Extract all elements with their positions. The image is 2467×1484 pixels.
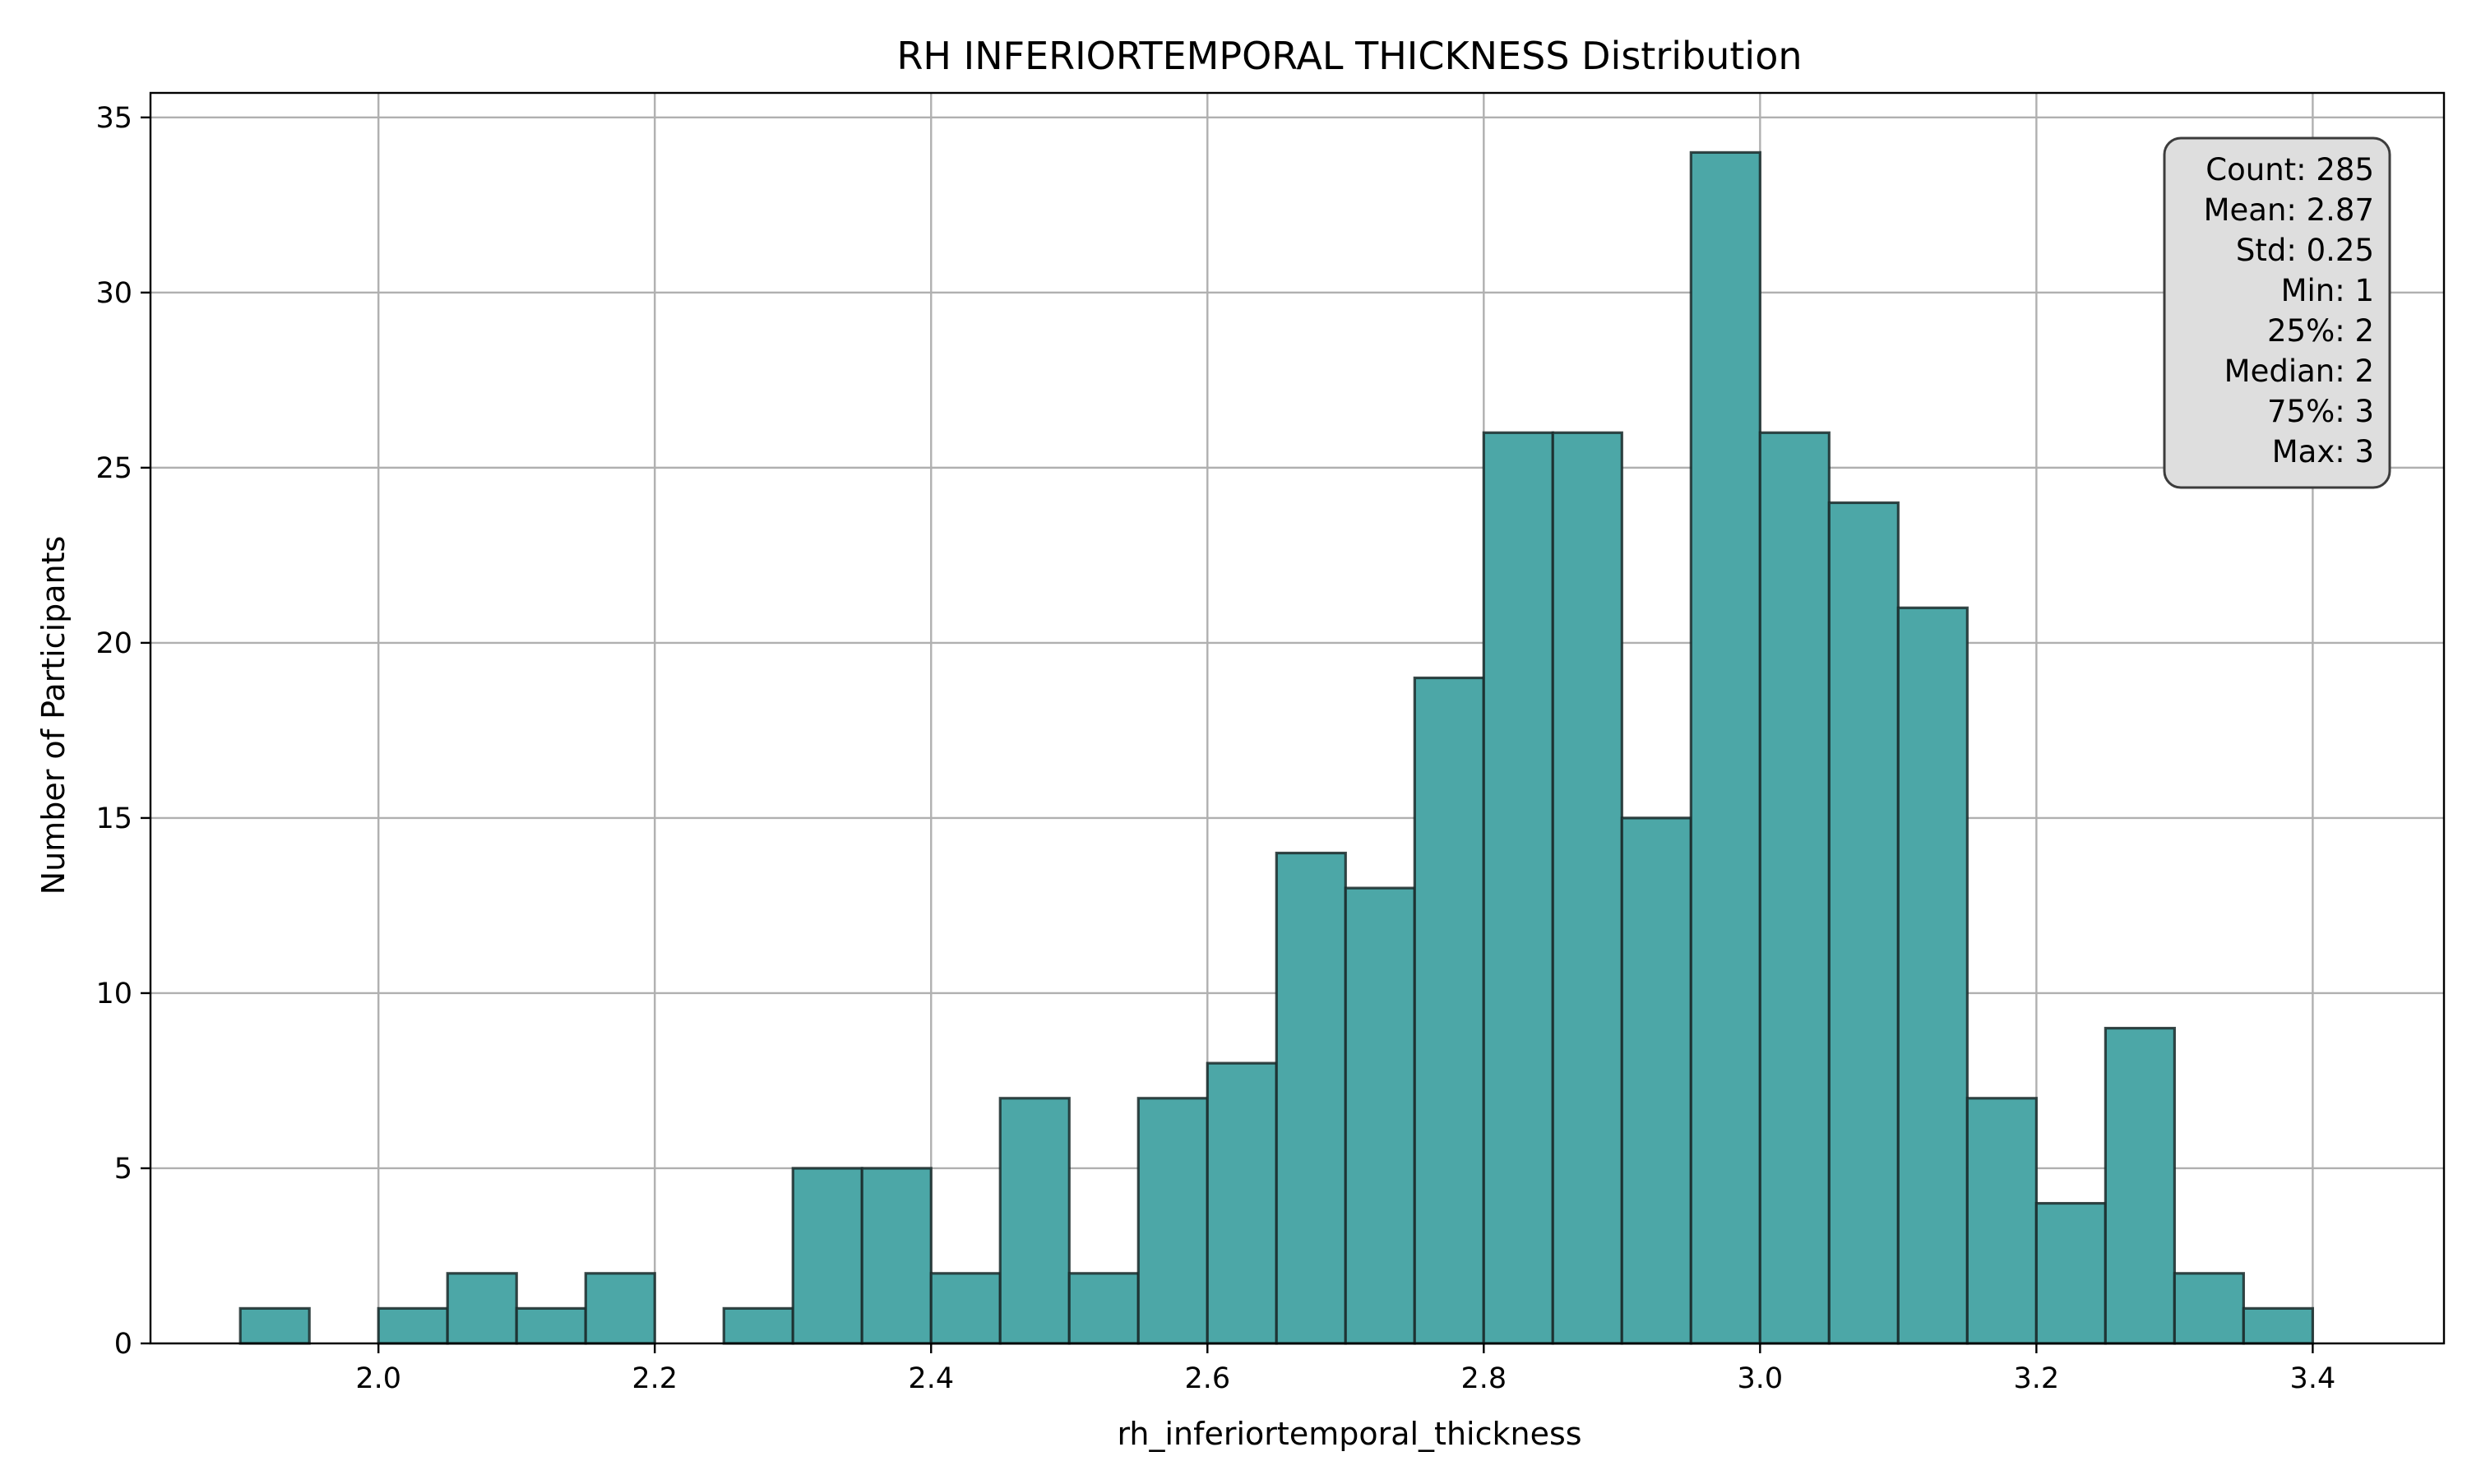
summary-stat-line: Mean: 2.87 — [2204, 192, 2374, 228]
summary-stat-line: Count: 285 — [2205, 152, 2374, 187]
y-tick-label: 30 — [95, 277, 132, 310]
histogram-bar — [1758, 431, 1831, 1345]
histogram-bar — [998, 1097, 1071, 1345]
axes — [149, 91, 2446, 1345]
summary-stat-line: Min: 1 — [2281, 273, 2374, 308]
histogram-bars — [238, 150, 2314, 1345]
histogram-bar — [1551, 431, 1623, 1345]
histogram-bar — [238, 1306, 311, 1345]
chart-title: RH INFERIORTEMPORAL THICKNESS Distributi… — [896, 34, 1802, 78]
summary-stats-background — [2163, 136, 2391, 489]
plot-frame — [149, 91, 2446, 1345]
x-tick-label: 2.4 — [908, 1362, 954, 1395]
histogram-bar — [377, 1306, 449, 1345]
x-tick-label: 2.6 — [1184, 1362, 1230, 1395]
histogram-bar — [2242, 1306, 2314, 1345]
histogram-bar — [2034, 1201, 2107, 1345]
histogram-bar — [1482, 431, 1554, 1345]
summary-stats-lines: Count: 285 Mean: 2.87 Std: 0.25 Min: 1 25%: … — [2204, 152, 2374, 469]
x-axis-label: rh_inferiortemporal_thickness — [1117, 1416, 1581, 1452]
histogram-bar — [1344, 886, 1416, 1345]
y-tick-label: 25 — [95, 452, 132, 485]
x-tick-label: 3.4 — [2290, 1362, 2336, 1395]
x-tick-label: 2.8 — [1460, 1362, 1507, 1395]
summary-stats-box: Count: 285 Mean: 2.87 Std: 0.25 Min: 1 25%: … — [2163, 136, 2391, 489]
summary-stat-line: Max: 3 — [2272, 434, 2374, 469]
y-axis-ticks: 0 5 10 15 20 25 30 35 — [95, 102, 150, 1361]
histogram-bar — [584, 1272, 656, 1345]
histogram-bar — [929, 1272, 1002, 1345]
summary-stat-line: 25%: 2 — [2267, 313, 2374, 349]
histogram-bar — [1206, 1061, 1278, 1345]
summary-stat-line: Std: 0.25 — [2236, 233, 2374, 268]
histogram-bar — [1136, 1097, 1209, 1345]
summary-stat-line: Median: 2 — [2224, 354, 2374, 389]
x-tick-label: 2.2 — [632, 1362, 678, 1395]
y-tick-label: 10 — [95, 978, 132, 1010]
histogram-bar — [791, 1167, 863, 1345]
summary-stat-line: 75%: 3 — [2267, 394, 2374, 429]
histogram-bar — [2104, 1026, 2176, 1345]
histogram-bar — [1827, 501, 1900, 1345]
histogram-bar — [1413, 676, 1485, 1345]
y-axis-label: Number of Participants — [35, 536, 72, 895]
y-tick-label: 20 — [95, 627, 132, 660]
histogram-bar — [1620, 816, 1692, 1345]
histogram-bar — [515, 1306, 587, 1345]
y-tick-label: 15 — [95, 802, 132, 835]
histogram-bar — [1275, 851, 1347, 1345]
histogram-bar — [1965, 1097, 2038, 1345]
histogram-bar — [1689, 150, 1761, 1345]
y-tick-label: 35 — [95, 102, 132, 135]
y-tick-label: 5 — [114, 1153, 132, 1186]
histogram-bar — [1896, 606, 1969, 1345]
x-tick-label: 3.2 — [2014, 1362, 2060, 1395]
histogram-bar — [446, 1272, 518, 1345]
histogram-bar — [2173, 1272, 2245, 1345]
y-tick-label: 0 — [114, 1328, 132, 1361]
histogram-bar — [722, 1306, 794, 1345]
x-axis-ticks: 2.0 2.2 2.4 2.6 2.8 3.0 3.2 3.4 — [355, 1343, 2335, 1395]
histogram-bar — [1067, 1272, 1140, 1345]
x-tick-label: 3.0 — [1738, 1362, 1784, 1395]
x-tick-label: 2.0 — [355, 1362, 401, 1395]
histogram-bar — [860, 1167, 933, 1345]
